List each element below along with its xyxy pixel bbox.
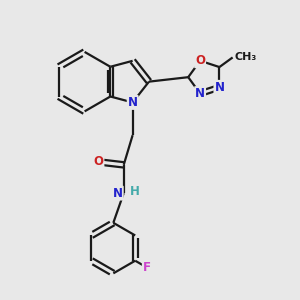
Text: N: N: [128, 96, 138, 109]
Text: H: H: [130, 185, 140, 198]
Text: N: N: [113, 187, 123, 200]
Text: F: F: [143, 261, 151, 274]
Text: O: O: [195, 54, 205, 67]
Text: N: N: [195, 87, 205, 100]
Text: O: O: [94, 155, 103, 168]
Text: CH₃: CH₃: [234, 52, 256, 62]
Text: N: N: [214, 81, 224, 94]
